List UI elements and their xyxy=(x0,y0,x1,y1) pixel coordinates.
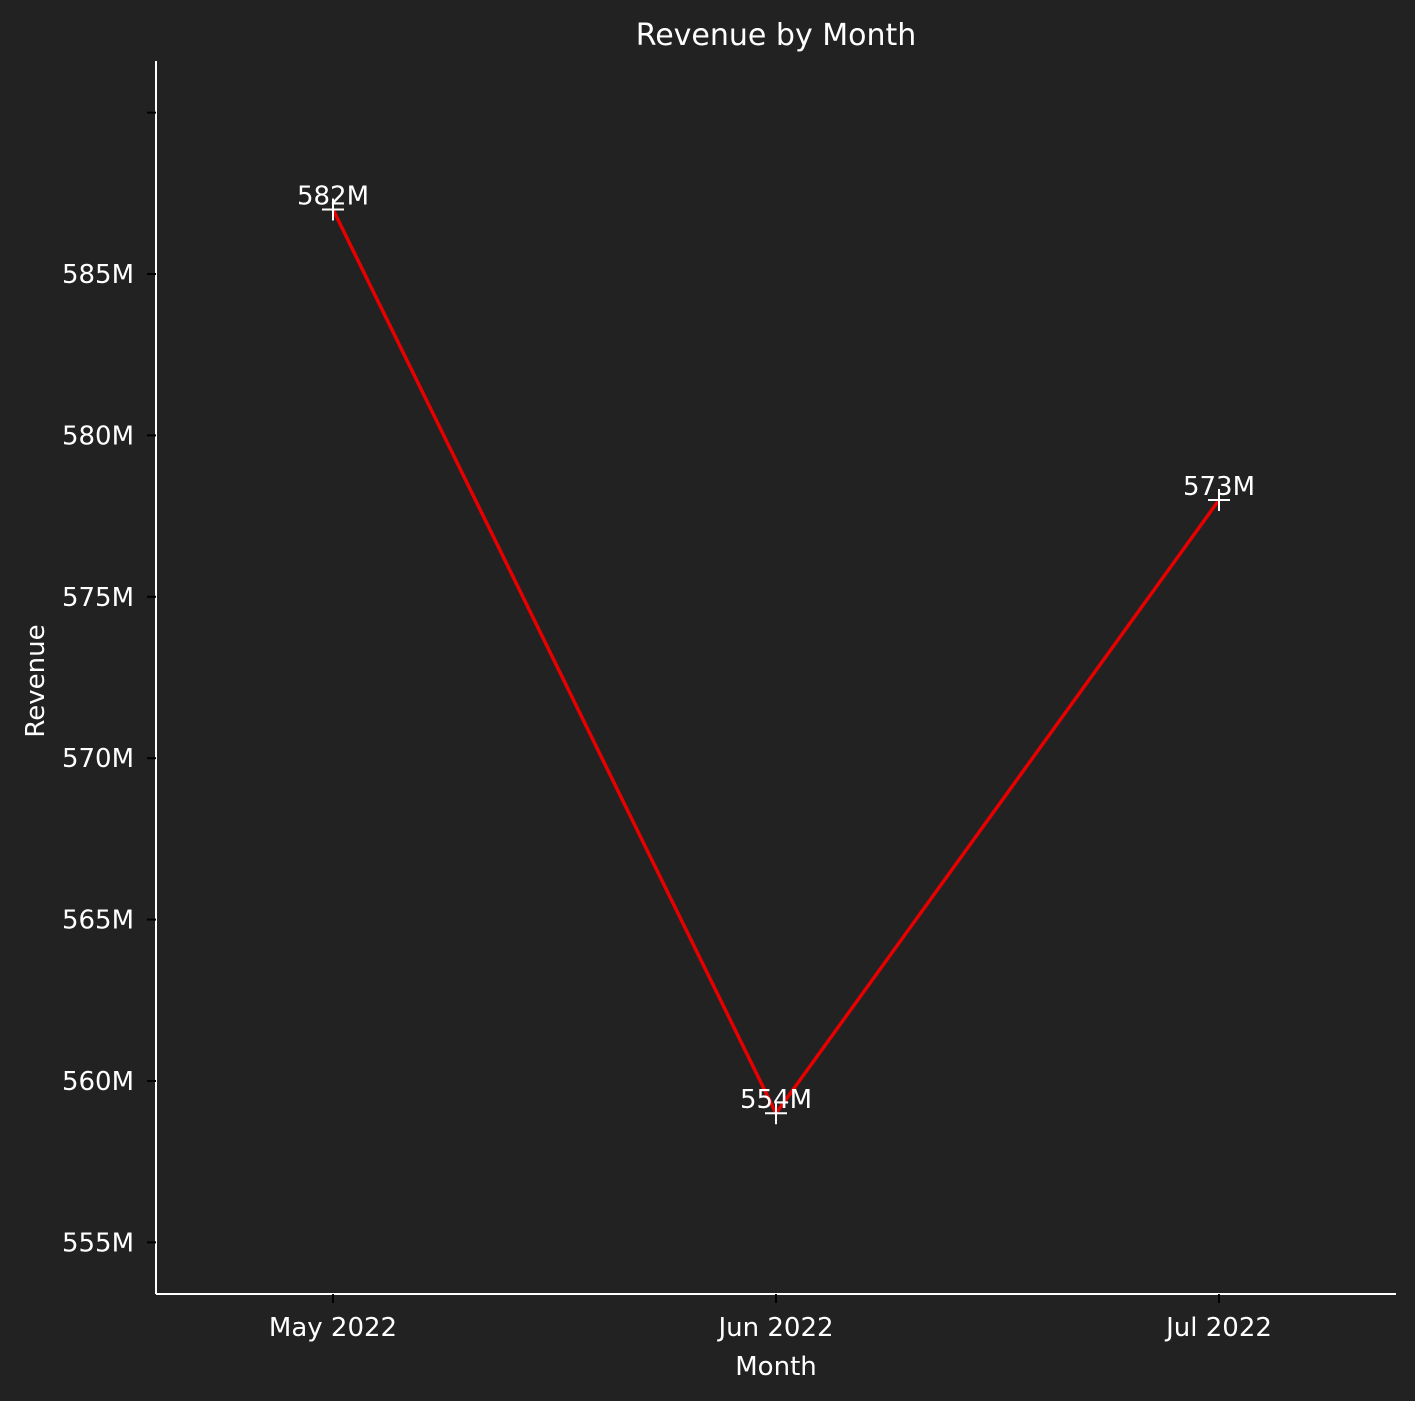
series-layer: 582M 554M 573M xyxy=(297,181,1255,1125)
y-axis-ticks: 555M 560M 565M 570M 575M 580M 585M xyxy=(62,111,156,1258)
data-point-marker xyxy=(322,198,344,221)
data-label: 582M xyxy=(297,181,369,211)
y-tick-label: 580M xyxy=(62,421,134,451)
data-label: 573M xyxy=(1183,472,1255,502)
y-tick-label: 560M xyxy=(62,1067,134,1097)
y-axis-title: Revenue xyxy=(21,624,51,737)
x-axis-title: Month xyxy=(735,1352,817,1382)
data-point-marker xyxy=(1208,488,1230,511)
x-tick-label: May 2022 xyxy=(269,1313,397,1343)
y-tick-label: 575M xyxy=(62,583,134,613)
data-label: 554M xyxy=(740,1085,812,1115)
y-tick-label: 555M xyxy=(62,1228,134,1258)
x-axis-ticks: May 2022 Jun 2022 Jul 2022 xyxy=(269,1294,1272,1343)
y-tick-label: 565M xyxy=(62,906,134,936)
x-tick-label: Jun 2022 xyxy=(716,1313,833,1343)
revenue-series-line xyxy=(331,208,1221,1115)
y-tick-label: 585M xyxy=(62,260,134,290)
y-tick-label: 570M xyxy=(62,744,134,774)
x-tick-label: Jul 2022 xyxy=(1164,1313,1272,1343)
chart-title: Revenue by Month xyxy=(636,18,917,53)
data-point-marker xyxy=(765,1102,787,1125)
